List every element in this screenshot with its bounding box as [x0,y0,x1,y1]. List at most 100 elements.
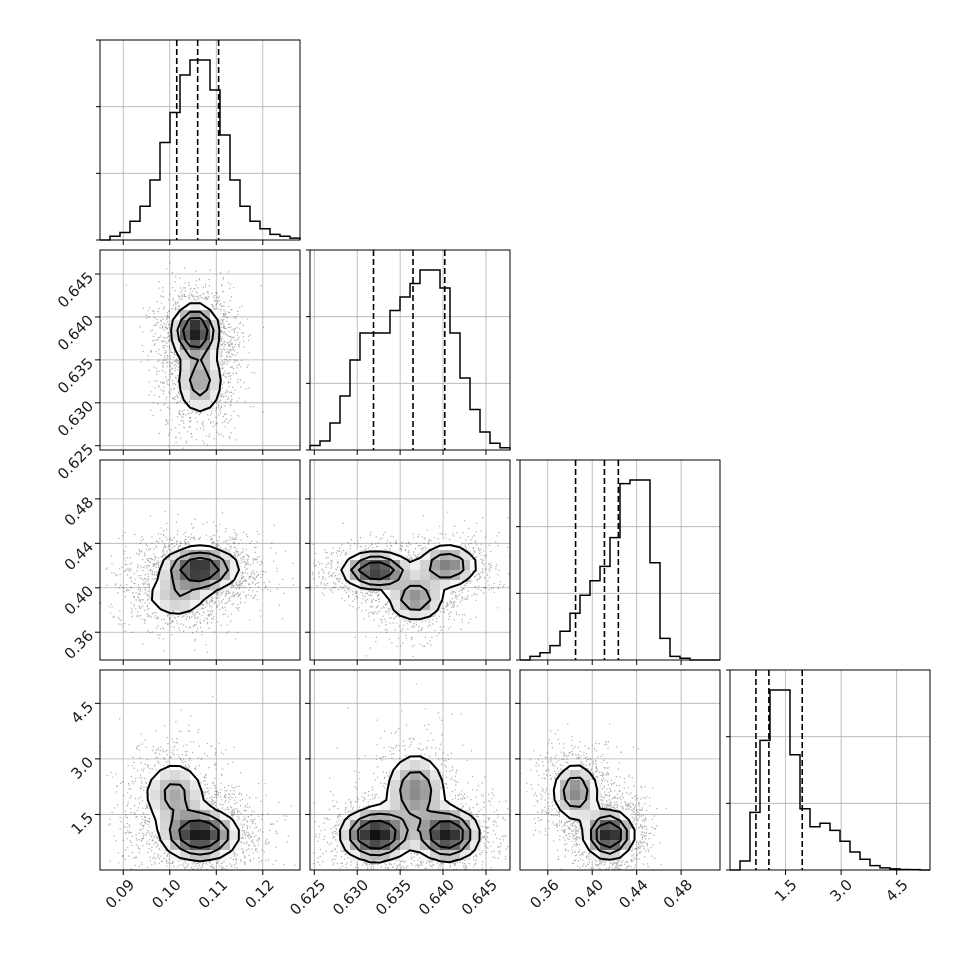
density-cell [230,830,241,841]
density-cell [580,770,591,781]
density-cell [160,580,171,591]
density-cell [360,830,371,841]
panel-content [100,511,295,653]
contour-level-2 [182,317,209,349]
density-cell [190,820,201,831]
density-cell [410,820,421,831]
density-cell [410,560,421,571]
density-cell [430,550,441,561]
y-tick-label: 3.0 [67,753,97,783]
density-cell [160,780,171,791]
density-cell [200,570,211,581]
density-cell [200,560,211,571]
density-cell [190,320,201,331]
y-tick-label: 0.48 [61,493,97,529]
density-cell [620,850,631,861]
density-cell [210,330,221,341]
density-cell [400,790,411,801]
density-cell [190,310,201,321]
density-cell [410,610,421,621]
density-cell [560,770,571,781]
density-cell [180,340,191,351]
density-cell [170,840,181,851]
density-cell [180,810,191,821]
density-cell [440,570,451,581]
density-cell [150,800,161,811]
density-cell [190,560,201,571]
density-cell [380,820,391,831]
density-cell [150,820,161,831]
panel-3-3: 1.5 3.0 4.5 [726,669,931,905]
contour-level-0 [146,764,240,863]
density-cell [210,340,221,351]
y-tick-label: 0.640 [54,311,97,354]
density-cell [360,850,371,861]
density-cell [190,770,201,781]
x-tick-label: 0.09 [102,876,138,912]
panel-frame [519,669,721,871]
y-tick-label: 0.635 [54,354,97,397]
density-cell [180,360,191,371]
density-cell [200,340,211,351]
density-cell [580,810,591,821]
density-cell [380,790,391,801]
density-cell [150,590,161,601]
panel-content [100,696,296,870]
density-cell [370,560,381,571]
density-cell [400,840,411,851]
density-cell [220,830,231,841]
density-cell [600,850,611,861]
density-cell [170,590,181,601]
histogram-1 [309,269,511,450]
density-cell [200,820,211,831]
contour-level-0 [340,544,477,621]
density-cell [360,550,371,561]
density-cell [390,770,401,781]
density-cell [610,850,621,861]
density-cell [190,800,201,811]
density-cell [410,840,421,851]
density-cell [390,760,401,771]
x-tick-label: 0.12 [241,876,277,912]
density-cell [210,380,221,391]
density-cell [400,780,411,791]
density-cell [410,800,421,811]
density-cell [180,370,191,381]
density-cell [200,850,211,861]
density-cell [420,810,431,821]
density-cell [220,840,231,851]
density-cell [200,810,211,821]
density-cell [190,790,201,801]
density-cell [580,790,591,801]
density-cell [160,570,171,581]
density-cell [210,390,221,401]
density-cell [160,600,171,611]
contour-level-2 [178,819,220,849]
density-cell [430,590,441,601]
panel-frame [309,459,511,661]
density-cell [440,800,451,811]
density-cell [170,800,181,811]
density-cell [570,810,581,821]
x-tick-label: 0.48 [660,876,696,912]
contour-level-1 [170,551,229,598]
x-tick-label: 0.44 [615,876,651,912]
y-tick-label: 4.5 [67,698,97,728]
density-cell [450,800,461,811]
density-cell [360,810,371,821]
density-cell [380,550,391,561]
density-cell [190,570,201,581]
density-cell [180,380,191,391]
density-cell [440,840,451,851]
density-cell [170,550,181,561]
contour-level-2 [357,819,464,850]
density-cell [390,850,401,861]
density-cell [210,820,221,831]
density-cell [390,580,401,591]
contour-level-2 [179,556,220,583]
x-tick-label: 0.645 [458,876,501,919]
density-cell [160,800,171,811]
density-cell [190,830,201,841]
density-cell [410,780,421,791]
